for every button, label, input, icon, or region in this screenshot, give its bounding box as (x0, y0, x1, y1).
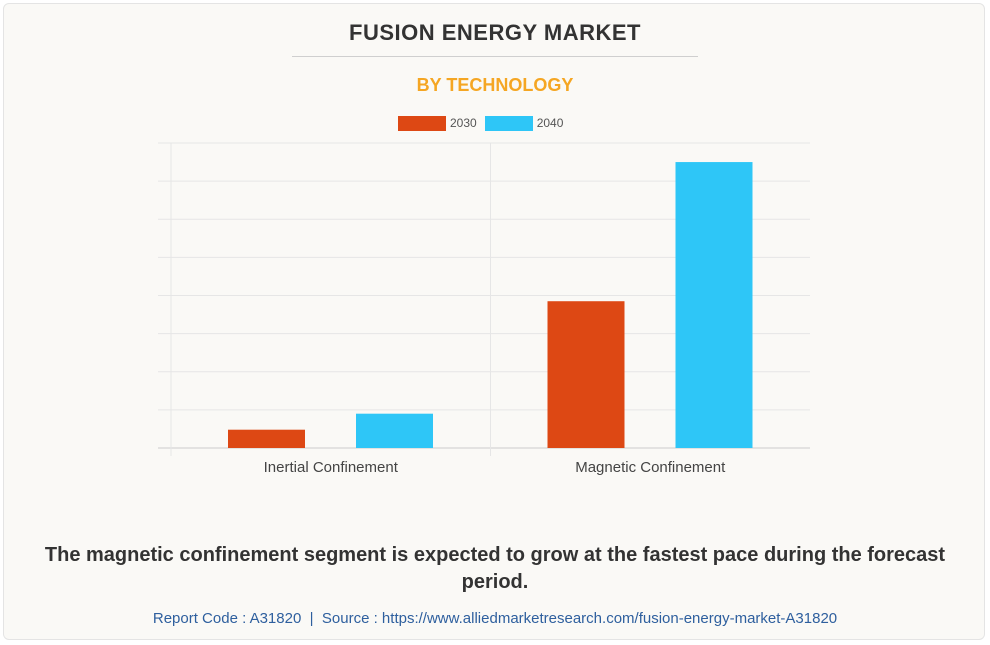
bar-2040-magnetic-confinement (675, 162, 753, 448)
legend-item-2030[interactable]: 2030 (398, 115, 477, 131)
chart-subtitle: BY TECHNOLOGY (416, 75, 574, 95)
chart-title: FUSION ENERGY MARKET (349, 20, 641, 45)
bar-2030-inertial-confinement (228, 429, 305, 448)
bar-2040-inertial-confinement (356, 413, 433, 448)
chart-legend: 2030 2040 (398, 115, 571, 131)
legend-swatch-2040 (484, 115, 533, 131)
chart-headline: The magnetic confinement segment is expe… (44, 544, 946, 593)
footer-separator: | (309, 610, 314, 627)
x-tick-label: Inertial Confinement (264, 459, 399, 476)
chart-footer: Report Code : A31820 | Source : https://… (0, 610, 990, 627)
legend-swatch-2030 (398, 115, 446, 131)
bar-2030-magnetic-confinement (547, 301, 625, 448)
legend-item-2040[interactable]: 2040 (484, 115, 564, 131)
footer-source[interactable]: Source : https://www.alliedmarketresearc… (321, 610, 838, 627)
legend-label-2040: 2040 (536, 116, 564, 130)
footer-report-code: Report Code : A31820 (152, 610, 302, 627)
legend-label-2030: 2030 (450, 116, 477, 130)
x-tick-label: Magnetic Confinement (575, 459, 726, 476)
title-divider (292, 56, 698, 57)
chart-card (3, 3, 985, 640)
